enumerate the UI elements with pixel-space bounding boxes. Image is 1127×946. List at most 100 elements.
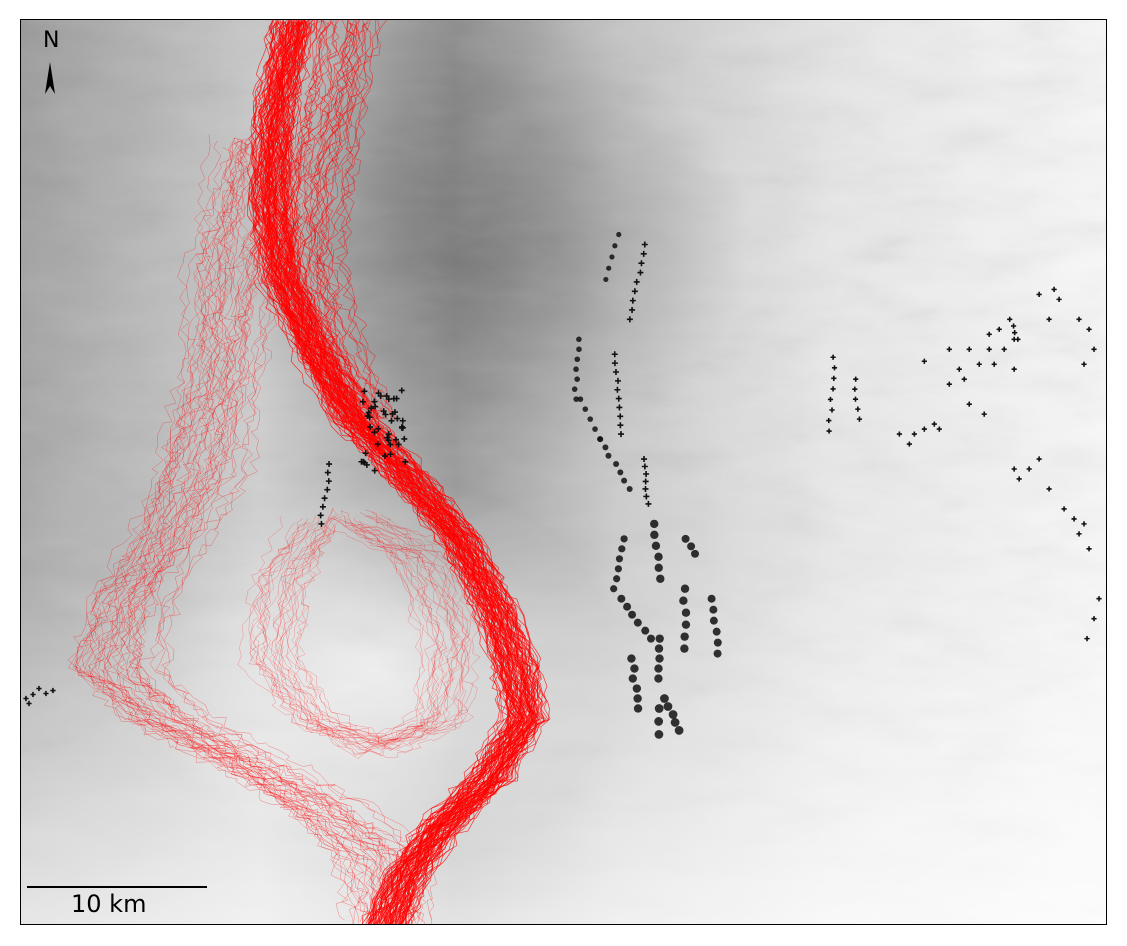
- circle-marker: [646, 634, 655, 643]
- plus-marker: [1036, 456, 1042, 462]
- circle-marker: [670, 718, 680, 727]
- plus-marker: [1071, 516, 1077, 522]
- plus-marker: [1007, 316, 1013, 322]
- simulated-path: [91, 138, 381, 924]
- plus-marker: [401, 435, 408, 442]
- plus-marker: [643, 493, 650, 500]
- simulated-path: [96, 137, 392, 920]
- simulated-path: [131, 143, 420, 922]
- plus-marker: [392, 436, 399, 443]
- simulated-path: [252, 22, 520, 924]
- circle-marker: [680, 584, 690, 593]
- circle-marker: [615, 555, 624, 563]
- plus-marker: [611, 351, 618, 358]
- plus-marker: [830, 386, 836, 392]
- simulated-path: [309, 20, 376, 420]
- plus-marker: [50, 687, 56, 694]
- simulated-path: [72, 137, 387, 924]
- simulated-path: [90, 138, 366, 922]
- plus-marker: [361, 388, 368, 395]
- plus-marker: [388, 417, 395, 424]
- simulated-path: [95, 143, 386, 923]
- plus-marker: [1081, 361, 1087, 367]
- plus-marker: [324, 486, 331, 493]
- circle-marker: [633, 694, 642, 703]
- simulated-path: [88, 139, 368, 922]
- markers-layer: [23, 231, 1102, 739]
- plus-marker: [642, 478, 649, 485]
- simulated-path: [276, 20, 540, 924]
- circle-marker: [691, 549, 700, 558]
- circle-marker: [610, 585, 618, 593]
- circle-marker: [654, 730, 664, 739]
- circle-marker: [597, 436, 604, 443]
- simulated-path: [250, 21, 502, 924]
- simulated-path: [295, 509, 481, 742]
- simulated-path: [286, 524, 464, 758]
- plus-marker: [831, 375, 837, 381]
- simulated-path: [81, 138, 374, 921]
- plus-marker: [1086, 326, 1092, 332]
- circle-marker: [576, 346, 582, 353]
- plus-marker: [991, 361, 997, 367]
- circle-marker: [614, 565, 622, 573]
- plus-marker: [1076, 531, 1082, 537]
- plus-marker: [30, 691, 36, 698]
- simulated-path: [253, 517, 444, 749]
- simulated-path: [249, 518, 447, 756]
- circle-marker: [592, 426, 598, 432]
- plus-marker: [1084, 636, 1090, 642]
- simulated-path: [308, 23, 361, 420]
- plus-marker: [831, 365, 838, 371]
- plus-marker: [645, 500, 652, 507]
- simulated-path: [271, 509, 457, 752]
- plus-marker: [611, 360, 618, 367]
- simulated-path: [77, 137, 357, 924]
- plus-marker: [367, 423, 374, 430]
- simulated-path: [248, 517, 443, 757]
- plus-marker: [1056, 296, 1062, 302]
- simulated-path: [287, 526, 469, 754]
- plus-marker: [324, 469, 331, 476]
- plus-marker: [1076, 316, 1082, 322]
- plus-marker: [896, 431, 902, 437]
- simulated-path: [284, 508, 469, 741]
- simulated-path: [252, 20, 529, 924]
- plus-marker: [399, 424, 406, 431]
- simulated-path: [280, 20, 357, 420]
- circle-marker: [582, 406, 589, 412]
- plus-marker: [629, 306, 636, 313]
- simulated-path: [318, 20, 388, 420]
- plus-marker: [1086, 546, 1092, 552]
- plus-marker: [642, 485, 649, 492]
- circle-marker: [609, 254, 615, 260]
- plus-marker: [26, 700, 32, 707]
- simulated-path: [123, 140, 407, 924]
- elevation-background: [21, 20, 1106, 924]
- simulated-path: [263, 20, 524, 924]
- circle-marker: [660, 694, 669, 703]
- plus-marker: [643, 471, 650, 477]
- simulated-path: [278, 20, 540, 924]
- simulated-path: [268, 515, 470, 744]
- plus-marker: [616, 404, 623, 411]
- plus-marker: [363, 461, 370, 468]
- plus-marker: [641, 456, 648, 463]
- simulated-path: [278, 20, 539, 924]
- simulated-path: [133, 145, 400, 923]
- simulated-path: [314, 22, 378, 420]
- simulated-path: [261, 20, 512, 924]
- simulated-path: [277, 517, 458, 743]
- plus-marker: [326, 461, 333, 468]
- plus-marker: [911, 431, 917, 437]
- simulated-path: [325, 23, 387, 420]
- circle-marker: [654, 674, 663, 683]
- plus-marker: [398, 387, 405, 394]
- circle-marker: [587, 416, 594, 422]
- plus-marker: [921, 426, 927, 432]
- plus-marker: [921, 358, 927, 364]
- plus-marker: [371, 398, 378, 405]
- circle-marker: [602, 444, 609, 451]
- circle-marker: [571, 386, 578, 392]
- circle-marker: [681, 534, 690, 543]
